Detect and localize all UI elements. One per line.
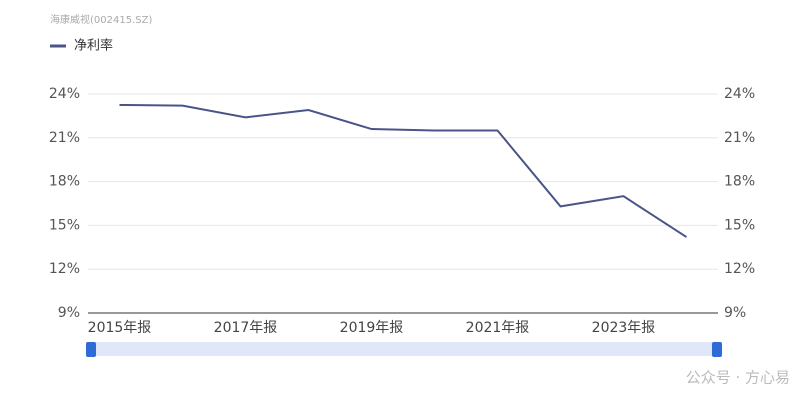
y-tick-label: 24%	[49, 86, 80, 102]
x-tick-label: 2019年报	[340, 320, 404, 336]
y2-tick-label: 12%	[724, 261, 755, 277]
y-tick-label: 9%	[58, 305, 80, 321]
watermark: 公众号 · 方心易	[686, 369, 790, 387]
legend-label[interactable]: 净利率	[74, 38, 113, 54]
y2-tick-label: 9%	[724, 305, 746, 321]
x-tick-label: 2015年报	[88, 320, 152, 336]
y2-tick-label: 18%	[724, 174, 755, 190]
slider-handle-left[interactable]	[86, 342, 96, 357]
chart-title: 海康威视(002415.SZ)	[50, 13, 152, 26]
y2-tick-label: 24%	[724, 86, 755, 102]
zoom-slider[interactable]	[90, 342, 718, 356]
y-tick-label: 15%	[49, 217, 80, 233]
y-tick-label: 21%	[49, 130, 80, 146]
y-tick-label: 18%	[49, 174, 80, 190]
x-tick-label: 2021年报	[466, 320, 530, 336]
y-tick-label: 12%	[49, 261, 80, 277]
x-tick-label: 2017年报	[214, 320, 278, 336]
x-tick-label: 2023年报	[592, 320, 656, 336]
slider-handle-right[interactable]	[712, 342, 722, 357]
y2-tick-label: 21%	[724, 130, 755, 146]
y2-tick-label: 15%	[724, 217, 755, 233]
line-series	[119, 103, 688, 238]
